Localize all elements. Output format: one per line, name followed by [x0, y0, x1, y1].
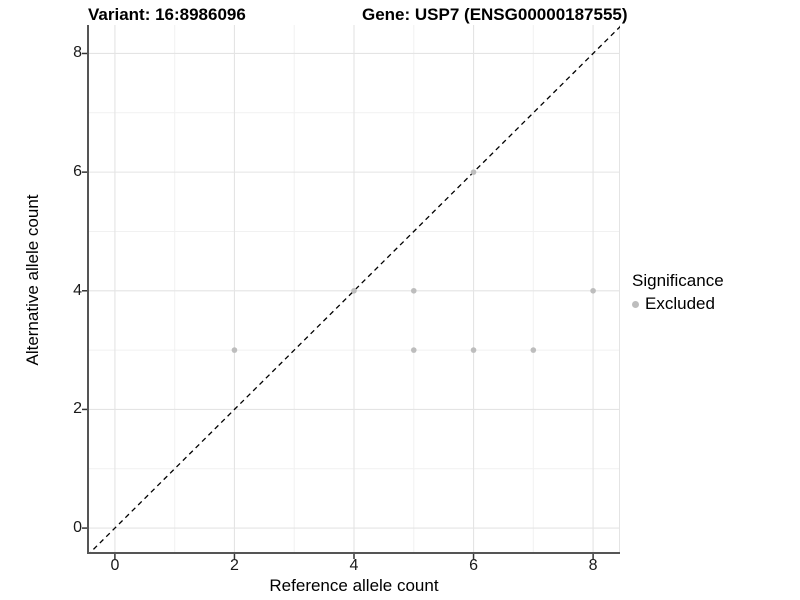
tick-marks	[82, 52, 594, 559]
y-tick-label: 4	[73, 281, 82, 299]
x-tick-label: 6	[469, 557, 478, 574]
data-point	[351, 287, 357, 294]
data-point	[530, 347, 537, 353]
data-point	[410, 287, 417, 294]
plot-title-variant: Variant: 16:8986096	[88, 5, 246, 24]
y-tick-label: 6	[73, 163, 82, 181]
x-tick-label: 4	[349, 557, 359, 574]
data-point	[231, 347, 238, 353]
y-tick-label: 8	[73, 44, 82, 62]
data-point	[470, 347, 477, 353]
legend-point-icon	[632, 300, 639, 308]
x-axis-title: Reference allele count	[269, 576, 439, 595]
identity-line	[88, 25, 620, 553]
plot-title-gene: Gene: USP7 (ENSG00000187555)	[362, 5, 628, 24]
data-point	[590, 287, 596, 294]
identity-line-path	[88, 25, 620, 553]
x-tick-label: 2	[229, 557, 239, 574]
x-tick-label: 0	[110, 557, 120, 574]
legend-title: Significance	[632, 271, 724, 290]
data-point	[410, 347, 417, 353]
legend-item-label: Excluded	[645, 294, 715, 313]
x-tick-label: 8	[588, 557, 598, 574]
legend: Significance Excluded	[632, 271, 724, 314]
data-point	[470, 169, 477, 175]
legend-item: Excluded	[632, 294, 724, 314]
data-points	[231, 169, 596, 353]
y-tick-label: 2	[73, 400, 82, 418]
y-tick-label: 0	[73, 519, 82, 537]
axis-lines	[87, 25, 620, 554]
y-axis-title: Alternative allele count	[23, 194, 42, 366]
